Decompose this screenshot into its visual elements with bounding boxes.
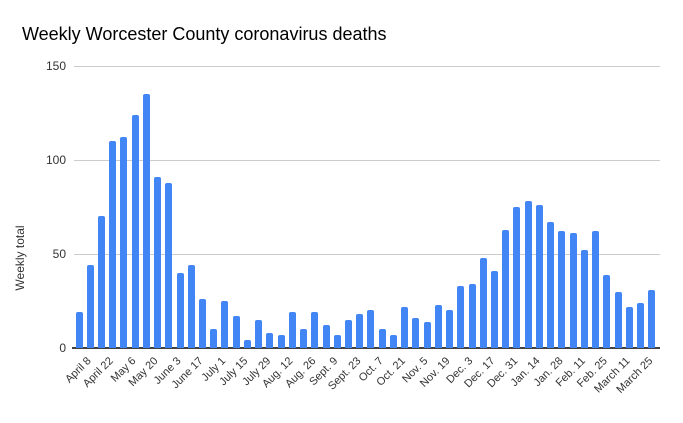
bar [154,176,162,348]
bar [210,329,218,348]
bar [333,334,341,348]
bar [569,233,577,348]
bar [614,291,622,348]
bar [446,310,454,348]
bar [637,302,644,348]
gridline [74,160,660,161]
bar [524,201,532,348]
bar [266,332,274,348]
bar [535,205,543,348]
bar [221,301,229,348]
bar [322,325,330,348]
bar [243,340,251,348]
bar [513,207,521,348]
bar [86,265,94,348]
bar [109,141,117,348]
bar [232,316,240,348]
bar [401,306,409,348]
bar [592,231,600,348]
bar [277,334,285,348]
bar [457,285,465,348]
bar [345,319,353,348]
gridline [74,66,660,67]
bar [131,114,139,348]
y-tick-label: 100 [45,153,66,167]
bar [625,306,633,348]
chart-title: Weekly Worcester County coronavirus deat… [22,24,387,44]
bar [187,265,195,348]
bar [423,321,431,348]
bar [547,222,555,348]
y-tick-label: 150 [45,59,66,73]
bar [356,314,364,348]
bar [165,182,173,348]
bar [389,334,397,348]
bar [120,137,128,348]
x-axis-line [72,347,660,349]
bar [97,216,105,348]
bar [412,317,420,348]
bar [255,319,263,348]
gridline [74,254,660,255]
bar [311,312,319,348]
y-tick-label: 0 [59,341,66,355]
bar [288,312,296,348]
bar [75,312,83,348]
bar [502,229,510,348]
bar [603,274,611,348]
bar [434,304,442,348]
bar [580,250,588,348]
y-tick-label: 50 [52,247,66,261]
bar [176,272,184,348]
bar [142,94,150,348]
bar [199,299,207,348]
bar [378,329,386,348]
bar [648,289,656,348]
bar [491,270,498,348]
bar [367,310,375,348]
plot-area: 0 50 100 150 April 8 April 22 May 6 May 20 June … [46,59,660,396]
bar [479,257,487,348]
bar [468,284,476,348]
bar [300,329,308,348]
bar [558,231,566,348]
